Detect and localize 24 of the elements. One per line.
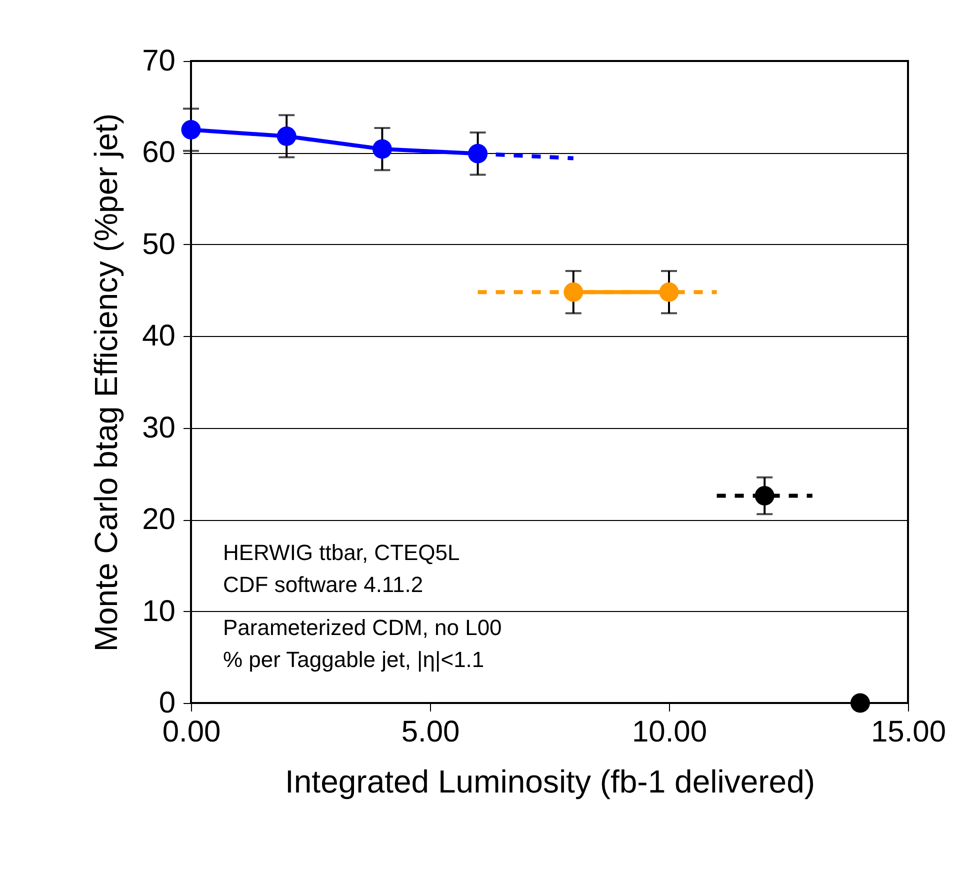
point (659, 282, 679, 302)
y-tick-label: 60 (142, 136, 176, 170)
annotation: % per Taggable jet, |η|<1.1 (223, 647, 484, 672)
point (564, 282, 584, 302)
y-tick-label: 70 (142, 44, 176, 78)
y-tick-label: 20 (142, 503, 176, 536)
point (276, 126, 296, 146)
point (372, 139, 392, 159)
y-axis-title: Monte Carlo btag Efficiency (%per jet) (88, 113, 124, 652)
x-tick-label: 15.00 (870, 716, 946, 748)
point (850, 693, 870, 713)
y-tick-label: 40 (142, 320, 176, 353)
annotation: Parameterized CDM, no L00 (223, 615, 502, 640)
x-axis-title: Integrated Luminosity (fb-1 delivered) (284, 764, 816, 800)
y-tick-label: 10 (142, 594, 176, 628)
point (181, 120, 201, 140)
x-tick-label: 10.00 (632, 716, 708, 748)
point (754, 486, 774, 506)
annotation: CDF software 4.11.2 (223, 572, 424, 597)
point (468, 144, 488, 164)
annotation: HERWIG ttbar, CTEQ5L (223, 540, 460, 565)
x-tick-label: 5.00 (401, 716, 460, 748)
y-tick-label: 50 (142, 228, 176, 261)
y-tick-label: 30 (142, 411, 176, 444)
